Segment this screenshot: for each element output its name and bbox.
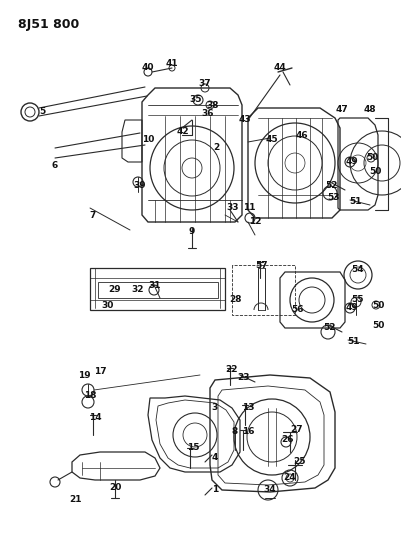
Text: 5: 5 xyxy=(39,108,45,117)
Text: 55: 55 xyxy=(352,295,364,304)
Text: 56: 56 xyxy=(292,305,304,314)
Text: 15: 15 xyxy=(187,443,199,453)
Text: 53: 53 xyxy=(327,193,339,203)
Text: 8: 8 xyxy=(232,427,238,437)
Text: 16: 16 xyxy=(242,427,254,437)
Text: 45: 45 xyxy=(266,135,278,144)
Text: 49: 49 xyxy=(346,303,358,312)
Text: 4: 4 xyxy=(212,454,218,463)
Text: 28: 28 xyxy=(229,295,241,304)
Text: 6: 6 xyxy=(52,160,58,169)
Text: 23: 23 xyxy=(237,374,249,383)
Text: 49: 49 xyxy=(346,157,358,166)
Text: 31: 31 xyxy=(149,280,161,289)
Text: 10: 10 xyxy=(142,135,154,144)
Text: 50: 50 xyxy=(372,301,384,310)
Text: 26: 26 xyxy=(281,435,293,445)
Text: 22: 22 xyxy=(226,366,238,375)
Text: 52: 52 xyxy=(324,324,336,333)
Text: 36: 36 xyxy=(202,109,214,118)
Text: 21: 21 xyxy=(69,496,81,505)
Text: 27: 27 xyxy=(291,425,303,434)
Text: 37: 37 xyxy=(198,78,211,87)
Text: 1: 1 xyxy=(212,486,218,495)
Text: 9: 9 xyxy=(189,228,195,237)
Text: 50: 50 xyxy=(366,154,378,163)
Text: 33: 33 xyxy=(227,203,239,212)
Text: 25: 25 xyxy=(294,457,306,466)
Text: 40: 40 xyxy=(142,63,154,72)
Text: 11: 11 xyxy=(243,204,255,213)
Text: 8J51 800: 8J51 800 xyxy=(18,18,79,31)
Text: 3: 3 xyxy=(212,403,218,413)
Text: 7: 7 xyxy=(90,211,96,220)
Text: 52: 52 xyxy=(326,181,338,190)
Text: 12: 12 xyxy=(249,217,261,227)
Text: 42: 42 xyxy=(177,127,189,136)
Text: 29: 29 xyxy=(109,286,122,295)
Text: 20: 20 xyxy=(109,483,121,492)
Text: 34: 34 xyxy=(264,486,276,495)
Text: 57: 57 xyxy=(256,261,268,270)
Text: 24: 24 xyxy=(284,473,296,482)
Text: 41: 41 xyxy=(166,59,178,68)
Text: 2: 2 xyxy=(213,143,219,152)
Text: 46: 46 xyxy=(296,131,308,140)
Text: 14: 14 xyxy=(89,414,101,423)
Text: 51: 51 xyxy=(348,337,360,346)
Text: 13: 13 xyxy=(242,403,254,413)
Text: 32: 32 xyxy=(132,286,144,295)
Text: 47: 47 xyxy=(336,106,348,115)
Text: 43: 43 xyxy=(239,116,251,125)
Text: 19: 19 xyxy=(78,370,90,379)
Text: 54: 54 xyxy=(352,265,365,274)
Text: 39: 39 xyxy=(134,181,146,190)
Text: 44: 44 xyxy=(273,63,286,72)
Text: 50: 50 xyxy=(372,320,384,329)
Text: 50: 50 xyxy=(369,167,381,176)
Text: 51: 51 xyxy=(349,198,361,206)
Text: 18: 18 xyxy=(84,391,96,400)
Text: 17: 17 xyxy=(94,367,106,376)
Text: 48: 48 xyxy=(364,106,376,115)
Text: 35: 35 xyxy=(190,95,202,104)
Text: 30: 30 xyxy=(102,301,114,310)
Text: 38: 38 xyxy=(207,101,219,109)
